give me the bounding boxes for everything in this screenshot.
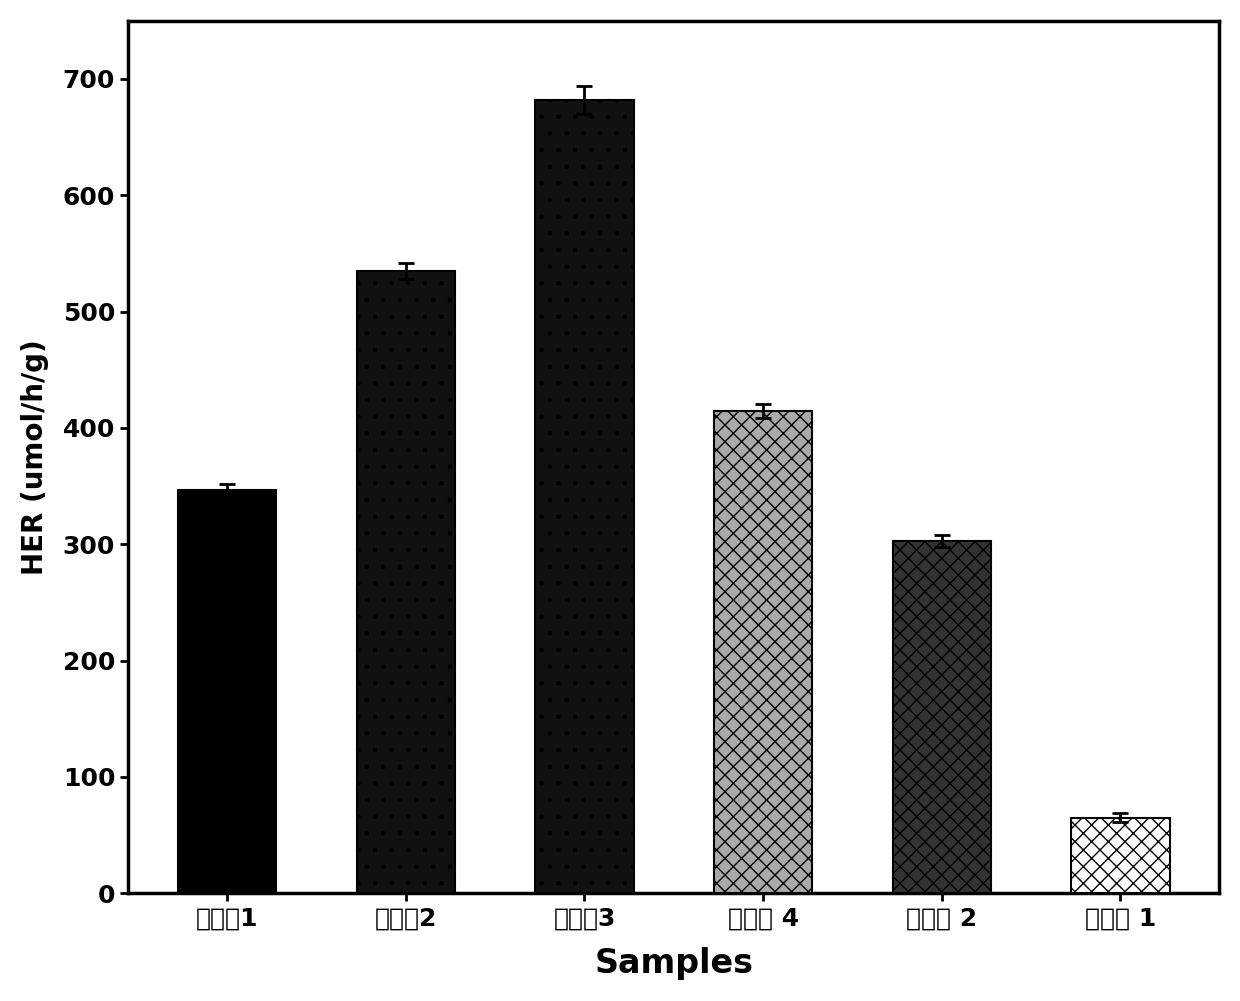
Y-axis label: HER (umol/h/g): HER (umol/h/g) <box>21 339 48 575</box>
Bar <box>714 410 812 893</box>
Bar <box>179 489 277 893</box>
Bar <box>1071 818 1169 893</box>
Bar <box>357 271 455 893</box>
Bar <box>893 541 991 893</box>
X-axis label: Samples: Samples <box>594 947 753 980</box>
Bar <box>536 100 634 893</box>
